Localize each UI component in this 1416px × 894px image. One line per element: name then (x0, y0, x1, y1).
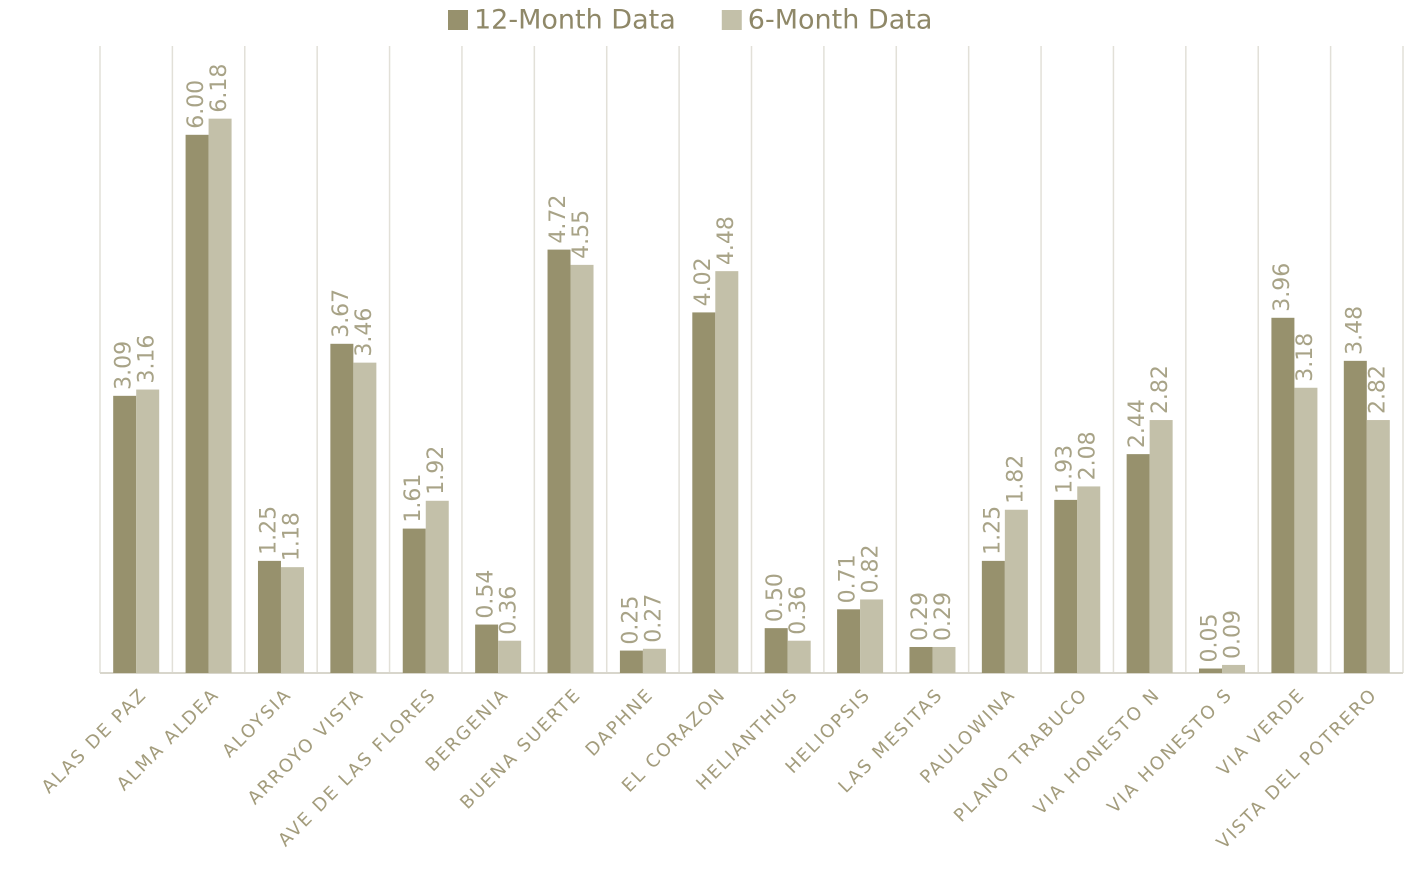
value-label: 2.44 (1125, 399, 1150, 448)
bar (136, 389, 160, 673)
value-label: 4.02 (691, 257, 716, 306)
bar (498, 640, 522, 673)
value-label: 3.46 (352, 308, 377, 357)
bar (1126, 454, 1150, 673)
x-tick-label: BUENA SUERTE (456, 684, 585, 813)
value-label: 0.29 (908, 592, 933, 641)
value-label: 0.36 (497, 586, 522, 635)
value-label: 0.05 (1198, 614, 1223, 663)
x-tick-label: VIA HONESTO N (1030, 684, 1165, 819)
bar (1222, 664, 1246, 673)
bar (570, 264, 594, 673)
bar (1077, 486, 1101, 673)
bar (1366, 420, 1390, 673)
value-label: 2.08 (1076, 431, 1101, 480)
bar (619, 650, 643, 673)
value-label: 2.82 (1365, 365, 1390, 414)
bar (1199, 668, 1223, 673)
value-label: 0.54 (474, 570, 499, 619)
value-label: 0.82 (859, 544, 884, 593)
value-label: 0.09 (1221, 610, 1246, 659)
bar (208, 118, 232, 674)
bar (764, 628, 788, 673)
bar (280, 567, 304, 673)
bar (547, 249, 571, 673)
bar (475, 624, 499, 673)
value-label: 0.25 (618, 596, 643, 645)
value-label: 1.61 (401, 474, 426, 523)
bar (715, 271, 739, 673)
legend-label: 6-Month Data (748, 5, 933, 36)
value-label: 3.18 (1293, 333, 1318, 382)
value-label: 0.50 (763, 573, 788, 622)
bar (402, 528, 426, 673)
value-label: 1.25 (980, 506, 1005, 555)
value-label: 1.18 (279, 512, 304, 561)
value-label: 3.16 (135, 335, 160, 384)
legend-swatch (448, 10, 468, 30)
bar (1004, 509, 1028, 673)
value-label: 1.82 (1003, 455, 1028, 504)
legend-swatch (721, 10, 742, 30)
bar (1054, 499, 1078, 673)
bar (932, 646, 956, 673)
x-tick-label: ALOYSIA (218, 684, 296, 762)
value-label: 3.96 (1270, 263, 1295, 312)
bar (1294, 387, 1318, 673)
value-label: 4.48 (714, 216, 739, 265)
bar (860, 599, 884, 673)
value-label: 2.82 (1148, 365, 1173, 414)
bar (981, 560, 1005, 673)
bar (353, 362, 377, 673)
legend-label: 12-Month Data (474, 5, 676, 36)
value-label: 3.48 (1342, 306, 1367, 355)
bar (1149, 420, 1173, 673)
bar (1343, 360, 1367, 673)
value-label: 0.29 (931, 592, 956, 641)
bar (642, 648, 666, 673)
bar (909, 646, 933, 673)
x-tick-label: DAPHNE (582, 684, 658, 760)
bar (185, 134, 209, 674)
value-label: 3.09 (112, 341, 137, 390)
value-label: 0.27 (641, 594, 666, 643)
value-label: 4.55 (569, 210, 594, 259)
bar (787, 640, 811, 673)
value-label: 6.18 (207, 64, 232, 113)
bar (113, 395, 137, 673)
x-tick-label: VIA HONESTO S (1103, 684, 1237, 818)
bar (837, 609, 861, 673)
value-label: 0.36 (786, 586, 811, 635)
bar (257, 560, 281, 673)
bar (425, 500, 449, 673)
bar (692, 312, 716, 673)
value-label: 3.67 (329, 289, 354, 338)
bar (330, 343, 354, 673)
value-label: 1.93 (1053, 445, 1078, 494)
bar (1271, 317, 1295, 673)
x-tick-label: PLANO TRABUCO (950, 684, 1092, 826)
value-label: 1.92 (424, 446, 449, 495)
value-label: 0.71 (836, 554, 861, 603)
value-label: 1.25 (256, 506, 281, 555)
value-label: 4.72 (546, 195, 571, 244)
value-label: 6.00 (184, 80, 209, 129)
